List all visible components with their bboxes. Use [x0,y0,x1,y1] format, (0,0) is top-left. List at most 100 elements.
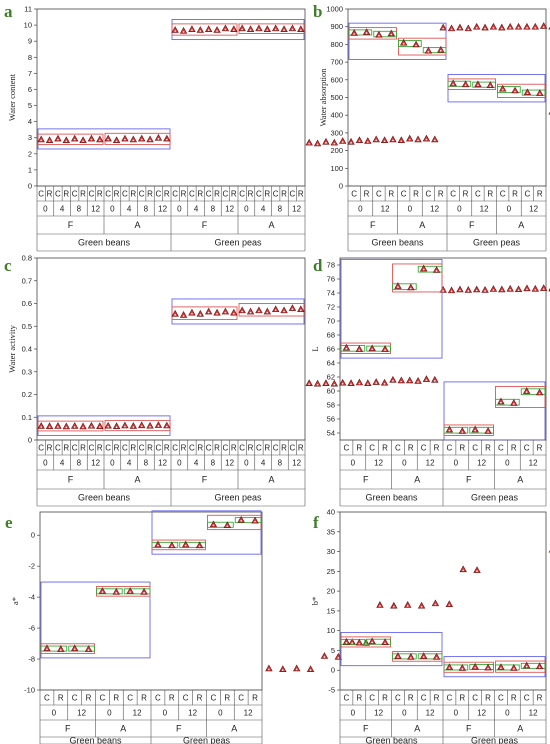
data-point [263,25,272,32]
data-point-center [233,29,235,32]
y-tick-label: 0.8 [22,254,32,263]
category-label: C [395,444,401,453]
data-point [497,663,505,670]
data-point-center [500,401,502,404]
data-point-center [487,431,489,433]
treatment-box [495,386,546,408]
data-point [471,425,479,433]
data-point [98,587,107,594]
chart-panel-c: c 0 0.1 0.2 0.3 0.4 0.5 0.6 0.7 0.8 Water activity… [4,254,550,507]
data-point [484,427,492,434]
data-point-center [266,29,269,32]
data-point-center [149,425,151,428]
treatment-box [37,420,104,432]
data-point [419,652,428,659]
time-box [443,664,469,671]
chart-panel-b: b 0 100 200 300 400 500 600 700 800 900 1000 Water a… [313,2,550,252]
y-tick-label: 60 [327,387,335,396]
data-point [464,286,473,293]
data-point-center [207,311,210,314]
data-point [322,379,330,386]
time-label: 0 [454,459,459,468]
treatment-box [104,132,171,146]
data-point [389,135,397,143]
data-point-center [291,28,294,31]
category-label: R [130,444,136,453]
treatment-label: F [363,724,369,734]
product-box [340,631,443,667]
data-point-center [129,591,131,593]
time-label: 8 [144,459,149,468]
y-tick-label: 76 [327,275,335,284]
data-point [355,136,364,144]
product-label: Green beans [365,493,418,503]
category-label: R [80,190,86,199]
data-point-center [101,591,104,593]
time-box [151,541,179,548]
category-label: C [238,694,244,703]
data-point [37,422,45,429]
data-point-center [65,140,68,143]
data-point-center [207,29,210,32]
y-tick-label: -5 [328,686,335,695]
category-label: C [498,694,504,703]
data-point-center [492,27,495,29]
data-point [146,421,154,429]
category-label: C [223,444,229,453]
data-point [342,343,351,351]
data-point [79,136,87,144]
data-point [347,379,355,386]
time-label: 8 [211,459,216,468]
y-tick-label: 40 [327,508,335,517]
data-point [523,88,532,96]
category-label: C [44,694,50,703]
data-point-center [384,349,386,351]
data-point-center [191,312,193,315]
treatment-label: A [268,220,274,230]
category-label: C [223,190,229,199]
time-label: 12 [374,709,383,718]
y-axis-label: Water activity [7,324,17,372]
data-point [403,601,412,608]
data-point [380,136,389,144]
data-point-center [410,287,412,290]
time-box [443,426,469,434]
time-label: 12 [158,459,167,468]
data-point [535,662,544,670]
data-point [87,421,96,429]
treatment-label: A [268,475,274,485]
data-point [376,601,384,608]
category-label: R [511,694,517,703]
data-point-center [90,138,93,141]
time-box [96,588,123,595]
data-point [137,134,146,142]
data-point [251,516,259,524]
y-tick-label: -10 [24,686,35,695]
category-label: R [463,190,469,199]
category-label: C [206,190,212,199]
category-label: R [97,190,103,199]
category-label: C [38,190,44,199]
time-label: 12 [225,459,234,468]
treatment-label: A [414,475,420,485]
data-point [221,24,230,32]
data-point-center [417,381,419,383]
data-point-center [440,50,442,52]
data-point-center [358,382,361,385]
data-point-center [435,270,438,272]
category-label: R [382,694,388,703]
category-label: R [197,190,203,199]
y-tick-label: 56 [327,415,335,424]
category-label: C [450,190,456,199]
data-point-center [107,425,109,428]
data-point [498,84,507,92]
treatment-label: A [517,724,523,734]
y-tick-label: 5 [331,646,335,655]
time-label: 0 [457,205,462,214]
data-point-center [274,28,277,31]
time-box [366,345,391,352]
data-point-center [402,42,405,45]
time-label: 8 [77,459,82,468]
data-point-center [400,140,403,143]
product-label: Green beans [365,736,418,744]
